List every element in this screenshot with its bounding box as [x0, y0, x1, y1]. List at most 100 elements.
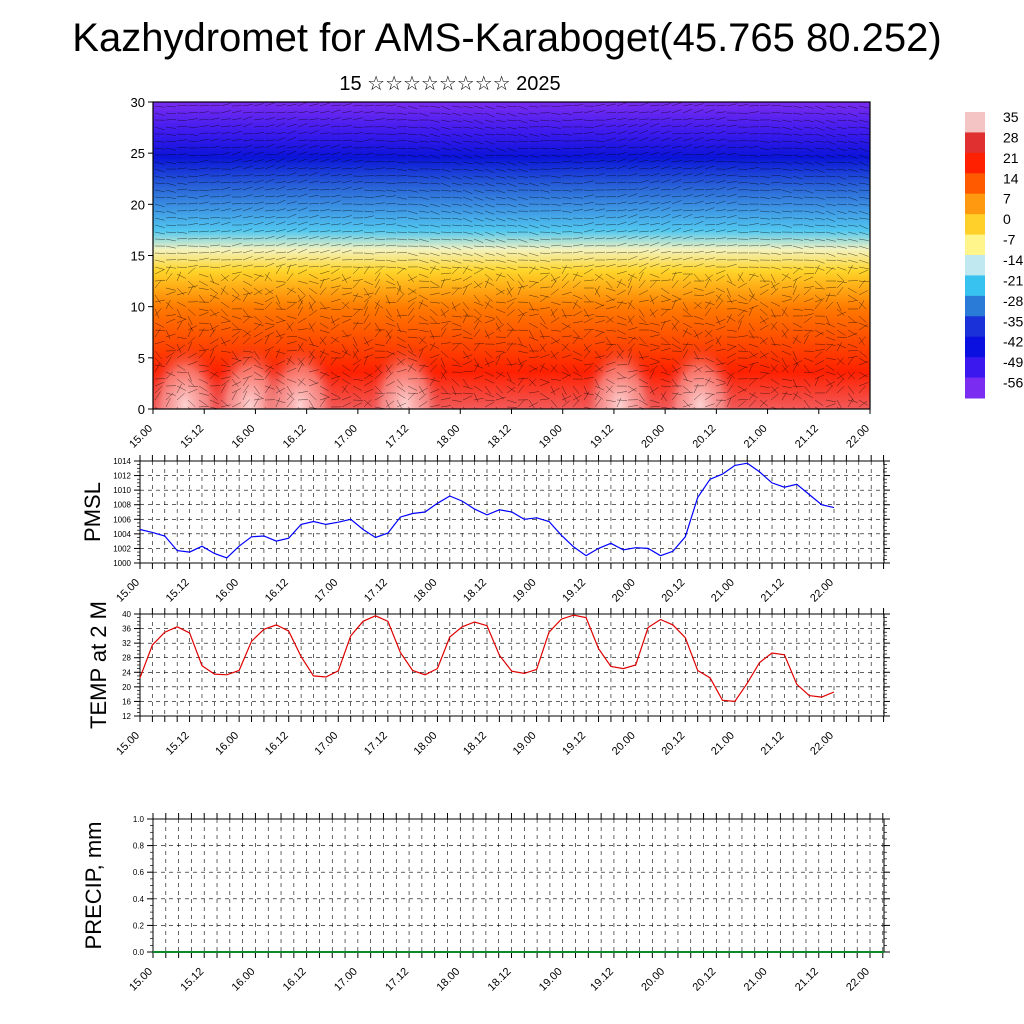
wind-vector	[374, 223, 385, 226]
wind-vector	[550, 231, 561, 235]
wind-vector	[429, 378, 440, 382]
wind-vector	[759, 337, 768, 345]
wind-vector	[451, 133, 462, 137]
wind-vector	[286, 315, 297, 320]
wind-vector	[814, 252, 826, 255]
wind-vector	[825, 231, 836, 235]
wind-vector	[781, 350, 792, 356]
wind-vector	[627, 188, 638, 191]
wind-vector	[682, 108, 693, 114]
y-tick-label: 20	[122, 683, 131, 692]
wind-vector	[187, 265, 198, 268]
wind-vector	[275, 216, 286, 219]
wind-vector	[418, 266, 429, 271]
wind-vector	[363, 292, 374, 296]
wind-vector	[583, 392, 594, 396]
wind-vector	[286, 355, 292, 366]
wind-vector	[726, 160, 738, 163]
wind-vector	[429, 133, 440, 137]
wind-vector	[165, 299, 171, 310]
wind-vector	[209, 217, 221, 219]
wind-vector	[836, 154, 847, 157]
wind-vector	[352, 223, 363, 226]
y-tick-label: 0.2	[133, 921, 145, 930]
y-tick-label: 0.6	[133, 868, 145, 877]
wind-vector	[275, 329, 282, 339]
wind-vector	[407, 273, 414, 283]
wind-vector	[275, 385, 282, 395]
x-tick-label: 19.12	[560, 577, 588, 605]
wind-vector	[264, 364, 275, 370]
wind-vector	[616, 201, 627, 205]
wind-vector	[847, 332, 858, 338]
wind-vector	[440, 217, 452, 220]
wind-vector	[715, 392, 727, 394]
wind-vector	[374, 217, 386, 220]
y-axis-label: TEMP at 2 M	[86, 601, 111, 729]
wind-vector	[682, 103, 693, 107]
wind-vector	[759, 315, 767, 325]
wind-vector	[286, 242, 297, 247]
wind-vector	[539, 392, 549, 399]
wind-vector	[209, 181, 220, 184]
wind-vector	[154, 364, 165, 367]
wind-vector	[319, 392, 330, 398]
wind-vector	[462, 217, 473, 223]
wind-vector	[451, 105, 462, 108]
wind-vector	[308, 243, 319, 247]
wind-vector	[836, 140, 847, 143]
wind-vector	[374, 343, 385, 347]
wind-vector	[176, 126, 188, 128]
wind-vector	[825, 399, 836, 403]
wind-vector	[737, 309, 746, 317]
x-tick-label: 15.12	[178, 966, 206, 994]
wind-vector	[297, 280, 308, 284]
wind-vector	[165, 397, 171, 408]
wind-vector	[242, 249, 253, 254]
wind-vector	[440, 133, 451, 137]
wind-vector	[495, 140, 507, 142]
wind-vector	[462, 266, 473, 271]
wind-vector	[803, 126, 814, 129]
wind-vector	[462, 395, 473, 401]
wind-vector	[484, 329, 490, 340]
wind-vector	[187, 259, 198, 262]
wind-vector	[407, 357, 418, 362]
wind-vector	[198, 189, 210, 191]
wind-vector	[209, 399, 220, 405]
wind-vector	[352, 280, 360, 289]
wind-vector	[154, 189, 165, 193]
wind-vector	[429, 154, 440, 159]
wind-vector	[506, 182, 517, 187]
wind-vector	[616, 343, 624, 352]
wind-vector	[154, 182, 166, 184]
wind-vector	[352, 111, 363, 114]
wind-vector	[616, 322, 627, 326]
wind-vector	[847, 210, 858, 214]
wind-vector	[495, 323, 505, 331]
wind-vector	[726, 359, 736, 366]
wind-vector	[704, 377, 711, 387]
wind-vector	[715, 270, 726, 275]
y-tick-label: 1000	[113, 559, 131, 568]
wind-vector	[418, 140, 429, 143]
wind-vector	[286, 208, 297, 212]
wind-vector	[528, 161, 539, 164]
wind-vector	[264, 216, 275, 219]
wind-vector	[484, 231, 495, 236]
wind-vector	[330, 181, 341, 184]
wind-vector	[484, 259, 496, 262]
wind-vector	[462, 385, 473, 390]
wind-vector	[561, 203, 573, 205]
wind-vector	[594, 215, 605, 219]
wind-vector	[748, 294, 758, 301]
wind-vector	[759, 244, 770, 247]
wind-vector	[440, 112, 451, 115]
wind-vector	[165, 216, 177, 219]
wind-vector	[627, 373, 637, 380]
wind-vector	[561, 335, 572, 338]
wind-vector	[726, 103, 737, 107]
wind-vector	[495, 385, 503, 394]
wind-vector	[418, 348, 424, 359]
wind-vector	[418, 252, 429, 255]
